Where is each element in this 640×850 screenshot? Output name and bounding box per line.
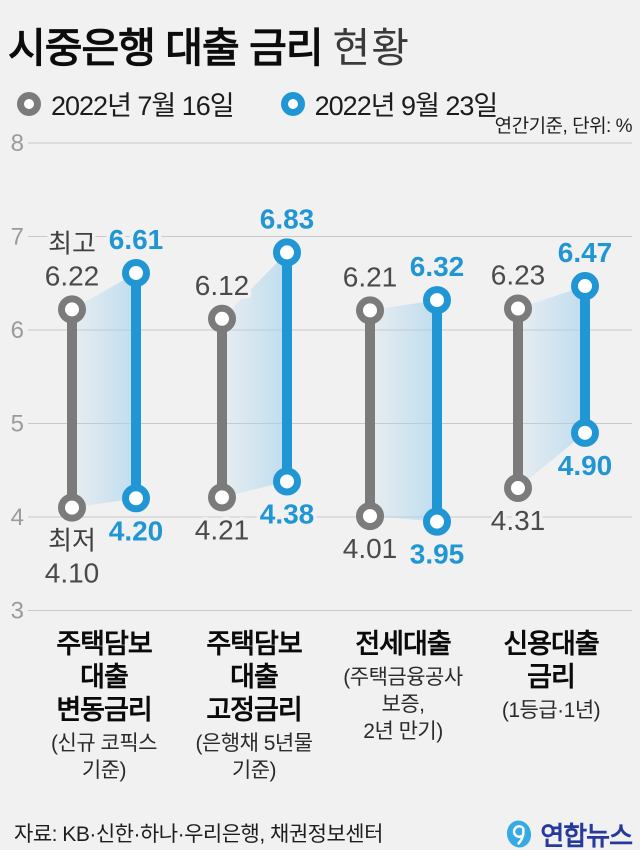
ytick-5: 5: [11, 411, 24, 438]
value-previous-min-2: 4.01: [343, 533, 398, 564]
page-title-main: 시중은행 대출 금리: [8, 25, 324, 71]
legend: 2022년 7월 16일 2022년 9월 23일: [16, 84, 543, 123]
bar-previous-1-max-marker: [208, 304, 236, 333]
value-previous-max-1: 6.12: [195, 270, 250, 301]
bar-current-0-max-marker: [122, 258, 150, 287]
value-current-min-1: 4.38: [260, 498, 315, 529]
category-qualifier-3: (1등급·1년): [501, 699, 601, 722]
legend-ring-gray-icon: [17, 91, 41, 116]
yonhap-logo: 연합뉴스: [505, 816, 633, 850]
bar-current-1-min-marker: [273, 467, 301, 496]
ytick-3: 3: [11, 598, 24, 625]
bar-previous-2: [356, 296, 384, 531]
category-label-1: 주택담보 대출 고정금리 (은행채 5년물 기준): [174, 628, 334, 784]
bar-current-1: [273, 238, 301, 496]
bar-current-0: [122, 258, 150, 513]
bar-current-3: [571, 272, 599, 447]
page-title: 시중은행 대출 금리 현황: [8, 14, 410, 74]
category-label-3: 신용대출 금리 (1등급·1년): [471, 628, 631, 724]
value-current-min-2: 3.95: [410, 539, 465, 570]
range-band-0: [72, 272, 136, 508]
ytick-6: 6: [11, 317, 24, 344]
value-current-max-0: 6.61: [109, 224, 164, 255]
value-previous-max-3: 6.23: [491, 259, 546, 290]
rate-chart-svg: 8 7 6 5 4 3 최고6.22 최저4.10 6.12 4.21 6.21 4.01 6.23 4.…: [11, 130, 632, 625]
category-label-0: 주택담보 대출 변동금리 (신규 코픽스 기준): [24, 628, 184, 784]
range-band-3: [518, 286, 585, 489]
value-previous-max-2: 6.21: [343, 261, 398, 292]
value-current-max-3: 6.47: [558, 237, 613, 268]
bar-previous-3: [504, 294, 532, 503]
value-previous-min-1: 4.21: [195, 514, 250, 545]
legend-ring-blue-icon: [280, 91, 305, 116]
legend-item-previous: 2022년 7월 16일: [16, 84, 235, 123]
page-title-sub: 현황: [332, 25, 410, 71]
yonhap-logo-text: 연합뉴스: [540, 821, 633, 850]
bar-current-3-max-marker: [571, 272, 599, 301]
bar-current-0-min-marker: [122, 484, 150, 513]
category-qualifier-0: (신규 코픽스 기준): [51, 732, 157, 782]
bar-current-2-max-marker: [423, 286, 451, 315]
range-band-2: [370, 300, 437, 522]
bar-current-2-min-marker: [423, 507, 451, 536]
source-note: 자료: KB·신한·하나·우리은행, 채권정보센터: [14, 823, 383, 846]
bar-previous-0: [58, 295, 86, 522]
annotation-max: 최고: [48, 228, 96, 258]
ytick-4: 4: [11, 504, 24, 531]
value-previous-min-3: 4.31: [491, 505, 546, 536]
bar-current-2: [423, 286, 451, 536]
bar-previous-2-max-marker: [356, 296, 384, 325]
ytick-8: 8: [11, 130, 24, 157]
category-labels: 주택담보 대출 변동금리 (신규 코픽스 기준) 주택담보 대출 고정금리 (은행채 5년물 기준…: [0, 628, 640, 798]
category-name-1: 주택담보 대출 고정금리: [206, 629, 302, 725]
ytick-7: 7: [11, 224, 24, 251]
bar-previous-0-min-marker: [58, 493, 86, 522]
yonhap-logo-icon: [507, 820, 532, 847]
bar-previous-2-min-marker: [356, 502, 384, 531]
unit-note: 연간기준, 단위: %: [494, 116, 633, 137]
category-name-2: 전세대출: [355, 629, 451, 659]
value-previous-max-0: 6.22: [45, 260, 100, 291]
category-qualifier-1: (은행채 5년물 기준): [195, 732, 313, 782]
category-name-3: 신용대출 금리: [503, 629, 599, 692]
legend-label-previous: 2022년 7월 16일: [51, 91, 235, 121]
bar-previous-3-min-marker: [504, 474, 532, 503]
bar-current-1-max-marker: [273, 238, 301, 267]
bar-previous-3-max-marker: [504, 294, 532, 323]
range-band-1: [222, 252, 287, 498]
rate-chart: 8 7 6 5 4 3 최고 6.22 최저 4.10 6.12 4.21 6.21 4.01 6.23 4.…: [0, 130, 640, 630]
value-current-max-2: 6.32: [410, 251, 465, 282]
legend-label-current: 2022년 9월 23일: [314, 91, 499, 121]
bar-previous-1: [208, 304, 236, 512]
bar-previous-0-max-marker: [58, 295, 86, 324]
category-qualifier-2: (주택금융공사 보증, 2년 만기): [343, 666, 463, 743]
value-previous-min-0: 4.10: [45, 558, 100, 589]
legend-item-current: 2022년 9월 23일: [280, 84, 498, 123]
category-name-0: 주택담보 대출 변동금리: [56, 629, 152, 725]
bar-previous-1-min-marker: [208, 483, 236, 512]
bar-current-3-min-marker: [571, 418, 599, 447]
category-label-2: 전세대출 (주택금융공사 보증, 2년 만기): [323, 628, 483, 745]
value-current-min-3: 4.90: [558, 450, 613, 481]
value-current-max-1: 6.83: [260, 203, 315, 234]
annotation-min: 최저: [48, 526, 96, 556]
value-current-min-0: 4.20: [109, 515, 164, 546]
